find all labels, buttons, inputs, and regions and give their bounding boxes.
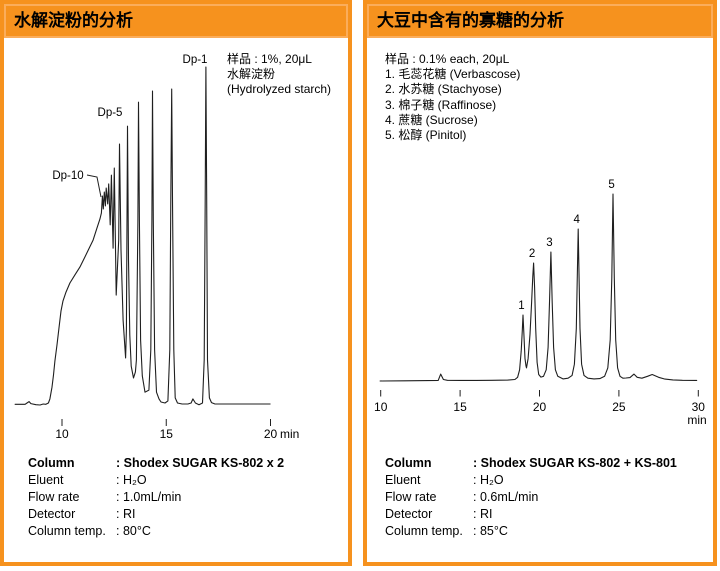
panel-hydrolyzed-starch: 水解淀粉的分析 样品 : 1%, 20μL 水解淀粉 (Hydrolyzed sta… — [0, 0, 352, 566]
peak-label-Dp-5: Dp-5 — [98, 107, 123, 119]
condition-row-eluent: Eluent : H₂O — [385, 472, 677, 489]
condition-value: : 1.0mL/min — [116, 490, 182, 504]
x-axis-tick-label: 20 — [264, 427, 278, 441]
sample-info-soybean-oligosaccharides: 样品 : 0.1% each, 20μL 1. 毛蕊花糖 (Verbascose)… — [385, 52, 520, 143]
condition-row-eluent: Eluent : H₂O — [28, 472, 284, 489]
sample-info-hydrolyzed-starch: 样品 : 1%, 20μL 水解淀粉 (Hydrolyzed starch) — [227, 52, 331, 97]
peak-label-2: 2 — [529, 248, 535, 260]
x-axis-tick-label: 25 — [612, 400, 626, 414]
chromatogram-trace — [379, 193, 698, 382]
condition-label: Column — [385, 456, 432, 470]
conditions-hydrolyzed-starch: Column : Shodex SUGAR KS-802 x 2 Eluent : H… — [28, 455, 284, 540]
peak-label-4: 4 — [574, 214, 581, 226]
condition-value: : 85°C — [473, 524, 508, 538]
condition-label: Column temp. — [385, 524, 463, 538]
condition-row-column: Column : Shodex SUGAR KS-802 x 2 — [28, 455, 284, 472]
peak-label-3: 3 — [546, 237, 552, 249]
condition-label: Detector — [385, 507, 433, 521]
condition-label: Column temp. — [28, 524, 106, 538]
x-axis-unit-label: min — [280, 427, 299, 441]
sample-info-line: 3. 棉子糖 (Raffinose) — [385, 97, 497, 112]
sample-info-line: 5. 松醇 (Pinitol) — [385, 128, 467, 143]
condition-value: : RI — [116, 507, 136, 521]
sample-info-line: 1. 毛蕊花糖 (Verbascose) — [385, 67, 521, 82]
x-axis-tick-label: 15 — [160, 427, 174, 441]
condition-label: Flow rate — [385, 490, 437, 504]
condition-value: : H₂O — [116, 473, 147, 487]
panel-header-hydrolyzed-starch: 水解淀粉的分析 — [4, 4, 348, 38]
condition-row-detector: Detector : RI — [385, 506, 677, 523]
x-axis-tick-label: 10 — [374, 400, 388, 414]
sample-info-line: 2. 水苏糖 (Stachyose) — [385, 82, 502, 97]
peak-label-connector — [86, 174, 102, 198]
chromatogram-trace — [14, 66, 271, 406]
condition-row-flow-rate: Flow rate : 0.6mL/min — [385, 489, 677, 506]
condition-row-column: Column : Shodex SUGAR KS-802 + KS-801 — [385, 455, 677, 472]
sample-info-line: 水解淀粉 — [227, 67, 276, 81]
x-axis-tick-label: 20 — [533, 400, 547, 414]
condition-value: : Shodex SUGAR KS-802 x 2 — [116, 456, 285, 470]
condition-label: Eluent — [28, 473, 64, 487]
x-axis-unit-label: min — [687, 413, 706, 427]
x-axis-tick-label: 10 — [55, 427, 69, 441]
condition-row-column-temp-: Column temp. : 80°C — [28, 523, 284, 540]
condition-row-column-temp-: Column temp. : 85°C — [385, 523, 677, 540]
page-title: 水解淀粉的分析 — [14, 11, 133, 30]
condition-value: : Shodex SUGAR KS-802 + KS-801 — [473, 456, 677, 470]
condition-label: Eluent — [385, 473, 421, 487]
condition-value: : 80°C — [116, 524, 151, 538]
sample-info-line: 样品 : 1%, 20μL — [227, 52, 312, 66]
panel-header-soybean-oligosaccharides: 大豆中含有的寡糖的分析 — [367, 4, 713, 38]
chromatogram-hydrolyzed-starch: 10 15 20 min Dp-1 Dp-5 Dp-10 — [14, 54, 299, 441]
conditions-soybean-oligosaccharides: Column : Shodex SUGAR KS-802 + KS-801 Elue… — [385, 455, 677, 540]
peak-label-Dp-10: Dp-10 — [52, 170, 83, 182]
sample-info-line: 4. 蔗糖 (Sucrose) — [385, 112, 478, 127]
sample-info-line: (Hydrolyzed starch) — [227, 82, 332, 96]
sample-info-line: 样品 : 0.1% each, 20μL — [385, 52, 510, 66]
panel-soybean-oligosaccharides: 大豆中含有的寡糖的分析 样品 : 0.1% each, 20μL 1. 毛蕊花糖 … — [363, 0, 717, 566]
condition-label: Flow rate — [28, 490, 80, 504]
peak-label-1: 1 — [518, 300, 524, 312]
condition-value: : H₂O — [473, 473, 504, 487]
condition-row-detector: Detector : RI — [28, 506, 284, 523]
x-axis-tick-label: 30 — [692, 400, 706, 414]
condition-label: Detector — [28, 507, 76, 521]
page-title: 大豆中含有的寡糖的分析 — [377, 11, 564, 30]
condition-value: : 0.6mL/min — [473, 490, 539, 504]
x-axis-tick-label: 15 — [453, 400, 467, 414]
condition-label: Column — [28, 456, 75, 470]
condition-value: : RI — [473, 507, 493, 521]
peak-label-5: 5 — [608, 179, 614, 191]
condition-row-flow-rate: Flow rate : 1.0mL/min — [28, 489, 284, 506]
peak-label-Dp-1: Dp-1 — [183, 54, 208, 66]
